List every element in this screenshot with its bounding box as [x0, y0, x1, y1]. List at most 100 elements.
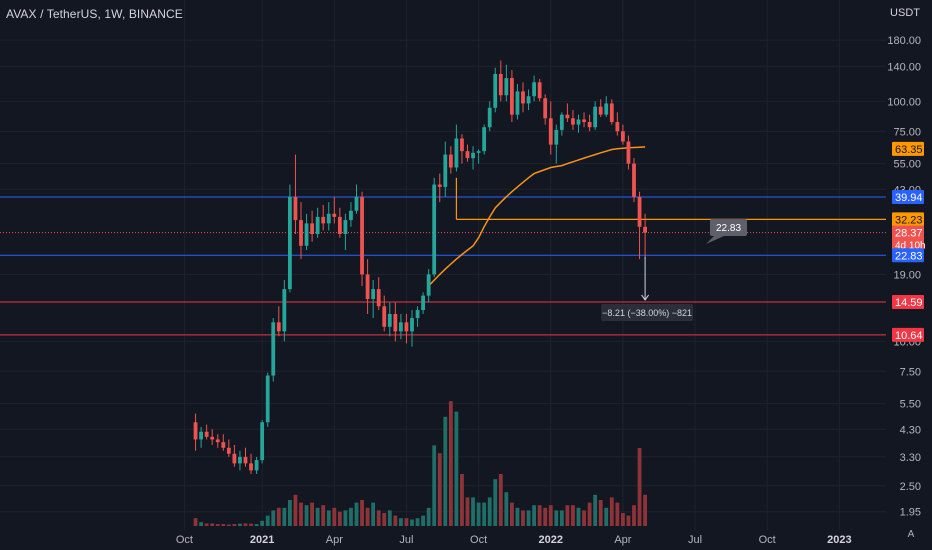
candle[interactable]: [271, 318, 276, 382]
candle[interactable]: [582, 112, 586, 128]
candle[interactable]: [460, 134, 464, 164]
candle[interactable]: [204, 424, 209, 440]
candle[interactable]: [232, 444, 237, 467]
candle[interactable]: [609, 99, 614, 125]
callout-box[interactable]: [710, 219, 747, 236]
candle[interactable]: [421, 292, 425, 314]
ma-price-badge[interactable]: [892, 141, 924, 156]
candle[interactable]: [304, 213, 309, 251]
candle[interactable]: [199, 426, 203, 448]
candle[interactable]: [498, 60, 503, 102]
candle[interactable]: [565, 103, 570, 123]
candle[interactable]: [593, 101, 598, 130]
candle[interactable]: [215, 434, 220, 448]
candle[interactable]: [504, 64, 509, 102]
candle[interactable]: [426, 269, 431, 303]
candle[interactable]: [465, 144, 470, 162]
candlestick-series[interactable]: [193, 60, 647, 474]
candle[interactable]: [532, 75, 536, 102]
symbol-title[interactable]: AVAX / TetherUS, 1W, BINANCE: [6, 7, 183, 21]
candle[interactable]: [365, 259, 370, 314]
candle[interactable]: [493, 67, 498, 113]
candle[interactable]: [548, 101, 553, 155]
price-range-measure[interactable]: −8.21 (−38.00%) −821 22.83: [601, 219, 747, 321]
level-badge-14[interactable]: [892, 294, 924, 309]
candle[interactable]: [193, 413, 198, 451]
candle[interactable]: [310, 210, 314, 242]
candle[interactable]: [615, 112, 620, 136]
candle[interactable]: [299, 202, 303, 260]
candle[interactable]: [321, 204, 326, 231]
candle[interactable]: [315, 207, 320, 238]
candle[interactable]: [576, 114, 581, 133]
candle[interactable]: [587, 114, 592, 132]
candle[interactable]: [337, 207, 342, 238]
candle[interactable]: [454, 124, 459, 172]
candle[interactable]: [637, 191, 642, 260]
candle[interactable]: [487, 101, 492, 132]
candle[interactable]: [598, 99, 603, 118]
candle[interactable]: [554, 124, 559, 164]
candle[interactable]: [437, 173, 442, 203]
candle[interactable]: [415, 306, 420, 327]
candle[interactable]: [559, 112, 564, 136]
auto-scale-button[interactable]: A: [907, 529, 915, 540]
candle[interactable]: [382, 295, 387, 332]
candle[interactable]: [254, 456, 259, 474]
candle[interactable]: [238, 450, 242, 471]
candle[interactable]: [260, 420, 265, 464]
candle[interactable]: [471, 146, 475, 170]
level-badge-22[interactable]: [892, 248, 924, 263]
candle[interactable]: [510, 70, 514, 123]
candle[interactable]: [265, 372, 270, 427]
candle[interactable]: [399, 313, 403, 340]
candle[interactable]: [349, 202, 353, 227]
candle[interactable]: [443, 141, 448, 197]
price-axis[interactable]: 180.00140.00100.0075.0055.0043.0019.0010…: [887, 35, 925, 519]
candle[interactable]: [282, 280, 287, 342]
candle[interactable]: [476, 149, 481, 164]
candle[interactable]: [360, 191, 364, 287]
candle[interactable]: [226, 439, 231, 457]
candle[interactable]: [371, 280, 376, 319]
level-badge-39[interactable]: [892, 189, 924, 204]
candle[interactable]: [326, 202, 331, 231]
candle[interactable]: [604, 96, 609, 118]
candle[interactable]: [621, 124, 625, 145]
time-axis[interactable]: Oct 2021 Apr Jul Oct 2022 Apr Jul Oct 2023: [176, 534, 852, 546]
candle[interactable]: [626, 135, 631, 170]
candle[interactable]: [276, 306, 281, 337]
candle[interactable]: [210, 429, 215, 445]
candle[interactable]: [343, 213, 348, 251]
candle[interactable]: [482, 124, 487, 155]
candle[interactable]: [632, 158, 636, 203]
last-price-badge[interactable]: [892, 225, 924, 252]
candle[interactable]: [571, 110, 575, 130]
candle[interactable]: [537, 78, 542, 102]
candle[interactable]: [410, 310, 414, 347]
candle[interactable]: [404, 313, 409, 344]
candle[interactable]: [249, 453, 253, 474]
candle[interactable]: [354, 184, 359, 214]
candle[interactable]: [332, 196, 337, 224]
candle[interactable]: [432, 177, 437, 278]
horizontal-levels[interactable]: [0, 177, 886, 336]
candle[interactable]: [221, 434, 226, 451]
measure-result-box[interactable]: [601, 304, 694, 321]
candle[interactable]: [243, 447, 248, 467]
candle[interactable]: [515, 84, 520, 120]
candle[interactable]: [448, 146, 453, 174]
candle[interactable]: [643, 213, 647, 260]
ray-price-badge[interactable]: [892, 212, 924, 227]
candle[interactable]: [526, 89, 531, 111]
candle[interactable]: [393, 302, 398, 342]
level-badge-10[interactable]: [892, 327, 924, 342]
candle[interactable]: [376, 277, 381, 311]
candle[interactable]: [387, 302, 392, 337]
candle[interactable]: [543, 94, 548, 125]
candle[interactable]: [521, 82, 525, 113]
candle[interactable]: [288, 184, 292, 293]
candle[interactable]: [293, 154, 298, 235]
